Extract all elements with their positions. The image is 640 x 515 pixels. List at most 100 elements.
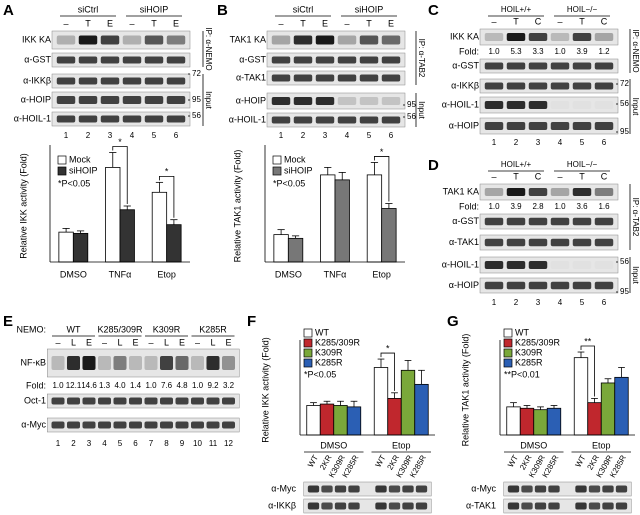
fold-value: 3.9 <box>576 47 588 56</box>
band <box>293 56 313 64</box>
fold-value: 4.0 <box>114 381 126 390</box>
band <box>78 96 98 104</box>
category-label: Etop <box>372 269 391 279</box>
fold-value: 1.0 <box>554 202 566 211</box>
lane-number: 5 <box>580 298 585 307</box>
band <box>334 485 347 493</box>
panel-label: E <box>3 313 13 330</box>
band <box>51 356 65 370</box>
fold-value: 1.0 <box>554 47 566 56</box>
band <box>56 77 76 85</box>
lane-number: 4 <box>130 131 135 140</box>
condition: E <box>225 337 231 347</box>
side-label: IP: α-NEMO <box>204 27 213 70</box>
band <box>190 356 205 370</box>
band <box>337 74 357 82</box>
blot <box>503 481 632 497</box>
band <box>122 35 142 45</box>
legend-label: siHOIP <box>69 165 98 175</box>
band <box>128 397 143 405</box>
band <box>484 62 504 70</box>
condition: C <box>601 171 608 181</box>
lane-number: 6 <box>133 439 138 448</box>
band <box>56 96 76 104</box>
category-label: TNFα <box>109 269 132 279</box>
significance-bracket <box>580 345 595 397</box>
band <box>381 116 401 124</box>
band <box>66 356 81 370</box>
band <box>528 217 548 226</box>
band <box>307 502 320 510</box>
band <box>594 62 614 70</box>
lane-number: 3 <box>536 138 541 147</box>
fold-value: 3.2 <box>223 381 235 390</box>
band <box>615 485 628 493</box>
bar <box>151 191 168 263</box>
fold-value: 1.3 <box>99 381 111 390</box>
condition: – <box>344 18 349 28</box>
band <box>381 35 401 45</box>
band <box>337 35 357 45</box>
condition: T <box>300 18 306 28</box>
band <box>528 33 548 41</box>
band <box>594 101 614 109</box>
bar <box>319 403 335 436</box>
lane-number: 2 <box>301 131 306 140</box>
legend-label: K285R <box>515 357 543 367</box>
band <box>588 502 601 510</box>
condition: – <box>102 337 107 347</box>
lane-number: 3 <box>536 298 541 307</box>
mw-marker: 95 <box>407 100 416 109</box>
p-value-note: *P<0.05 <box>273 178 305 188</box>
panel-label: A <box>3 2 14 19</box>
legend-label: K285/309R <box>315 337 361 347</box>
band <box>521 485 533 493</box>
group-label: HOIL−/− <box>567 5 598 14</box>
group-label: HOIL+/+ <box>501 5 532 14</box>
band <box>82 397 96 405</box>
condition: – <box>195 337 200 347</box>
legend-swatch <box>57 155 67 165</box>
band <box>550 281 570 290</box>
legend-label: Mock <box>284 154 306 164</box>
band <box>506 261 526 269</box>
blot-label: α-HOIP <box>236 95 266 105</box>
band <box>175 421 189 429</box>
blot-label: α-HOIL-1 <box>14 113 51 123</box>
side-label: IP: α-TAB2 <box>631 198 640 237</box>
band <box>594 261 614 269</box>
bar <box>366 174 383 263</box>
condition: C <box>535 171 542 181</box>
bar <box>381 208 397 263</box>
blot-label: α-TAK1 <box>449 237 479 247</box>
band <box>348 502 360 510</box>
fold-value: 1.0 <box>488 202 500 211</box>
band <box>550 217 570 226</box>
fold-label: Fold: <box>459 201 479 211</box>
band <box>144 115 164 123</box>
band <box>550 261 570 269</box>
bar <box>105 167 121 263</box>
bar <box>546 407 562 436</box>
band <box>128 421 143 429</box>
band <box>315 97 335 105</box>
lane-number: 12 <box>224 439 233 448</box>
bar <box>334 179 350 263</box>
band <box>122 115 142 123</box>
blot-label: IKK KA <box>22 34 51 44</box>
band <box>484 82 504 90</box>
lane-number: 6 <box>389 131 394 140</box>
band <box>548 502 560 510</box>
band <box>122 96 142 104</box>
fold-value: 14.6 <box>81 381 97 390</box>
blot-label: α-IKKβ <box>268 500 296 510</box>
band <box>484 188 504 196</box>
band <box>506 188 526 196</box>
band <box>337 116 357 124</box>
blot-label: α-IKKβ <box>451 80 479 90</box>
band <box>388 502 401 510</box>
fold-value: 2.8 <box>532 202 544 211</box>
band <box>602 502 614 510</box>
condition: E <box>322 18 328 28</box>
bar <box>306 405 321 436</box>
